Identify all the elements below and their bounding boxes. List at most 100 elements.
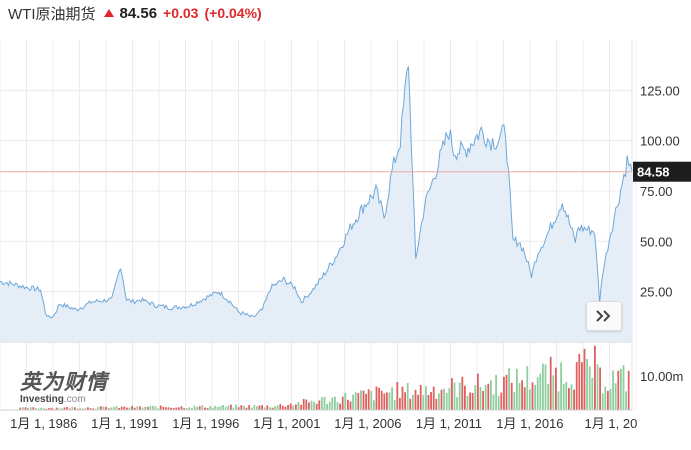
volume-bar <box>542 363 544 410</box>
volume-bar <box>53 408 55 410</box>
volume-bar <box>170 407 172 410</box>
volume-bar <box>284 406 287 410</box>
volume-bar <box>401 386 404 410</box>
volume-bar <box>544 364 547 410</box>
price-change: +0.03 <box>163 5 199 21</box>
volume-bar <box>482 391 484 410</box>
volume-bar <box>516 368 518 410</box>
volume-bar <box>427 395 430 410</box>
volume-bar <box>149 406 152 410</box>
volume-bar <box>461 376 464 410</box>
volume-bar <box>388 392 391 410</box>
volume-bar <box>326 403 328 410</box>
volume-bar <box>178 407 180 410</box>
volume-bar <box>152 406 154 410</box>
volume-bar <box>289 403 292 410</box>
volume-bar <box>583 348 586 410</box>
volume-bar <box>126 407 128 410</box>
volume-bar <box>237 407 240 410</box>
volume-bar <box>568 387 570 410</box>
volume-bar <box>344 392 347 410</box>
volume-bar <box>445 392 448 410</box>
volume-bar <box>214 405 217 410</box>
volume-bar <box>518 383 521 410</box>
volume-bar <box>409 398 412 410</box>
volume-bar <box>209 406 211 410</box>
volume-bar <box>573 389 575 410</box>
volume-bar <box>339 403 341 410</box>
volume-bar <box>596 364 599 410</box>
volume-bar <box>451 378 453 410</box>
volume-bar <box>627 370 630 410</box>
price-line <box>0 66 633 319</box>
volume-bar <box>375 386 378 410</box>
volume-bar <box>396 382 399 410</box>
volume-bar <box>487 383 490 410</box>
volume-bar <box>328 401 331 410</box>
volume-bar <box>614 383 617 410</box>
volume-bar <box>131 405 133 410</box>
volume-bar <box>217 407 219 410</box>
y-tick-label: 125.00 <box>640 83 680 98</box>
volume-bar <box>66 407 68 410</box>
scroll-right-button[interactable] <box>586 301 622 331</box>
volume-bar <box>526 366 529 410</box>
volume-bar <box>263 407 266 410</box>
volume-bar <box>357 393 360 410</box>
x-tick-label: 1月 1, 2006 <box>334 416 401 431</box>
x-tick-label: 1月 1, 20 <box>585 416 638 431</box>
volume-bar <box>430 392 432 410</box>
volume-bar <box>282 406 284 410</box>
quote-header: WTI原油期货 84.56 +0.03 (+0.04%) <box>8 2 262 24</box>
volume-bar <box>601 393 604 410</box>
volume-bar <box>432 386 435 410</box>
volume-bar <box>79 408 81 410</box>
volume-bar <box>61 408 63 410</box>
volume-bar <box>495 374 497 410</box>
volume-bar <box>622 365 625 410</box>
volume-bar <box>466 395 469 410</box>
volume-bar <box>443 388 445 410</box>
volume-bar <box>302 398 305 410</box>
volume-bar <box>412 395 414 410</box>
volume-bar <box>191 408 193 410</box>
volume-bar <box>81 408 84 410</box>
volume-bar <box>560 362 562 410</box>
x-tick-label: 1月 1, 2001 <box>253 416 320 431</box>
volume-bar <box>248 405 250 410</box>
volume-bar <box>24 407 27 410</box>
volume-bar <box>37 408 40 410</box>
volume-bar <box>305 399 308 410</box>
volume-bar <box>581 362 583 410</box>
volume-bar <box>529 389 531 410</box>
watermark-en: Investing.com <box>20 394 86 405</box>
volume-bar <box>354 392 357 410</box>
volume-bar <box>232 407 235 410</box>
volume-bar <box>100 406 102 410</box>
volume-bar <box>458 382 461 410</box>
volume-bar <box>378 387 380 410</box>
volume-bar <box>276 405 279 410</box>
volume-bar <box>198 406 201 410</box>
volume-bar <box>612 370 614 410</box>
volume-bar <box>133 407 136 410</box>
y-tick-label: 50.00 <box>640 234 673 249</box>
last-value-label: 84.58 <box>637 165 670 180</box>
volume-bar <box>84 408 87 410</box>
volume-bar <box>105 406 107 410</box>
volume-bar <box>94 408 97 410</box>
x-tick-label: 1月 1, 1991 <box>91 416 158 431</box>
volume-bar <box>123 406 126 410</box>
volume-bar <box>323 396 326 410</box>
volume-bar <box>500 392 503 410</box>
volume-bar <box>477 373 479 410</box>
volume-bar <box>510 382 513 410</box>
volume-bar <box>417 394 419 410</box>
volume-bar <box>419 385 422 410</box>
volume-bar <box>274 406 276 410</box>
y-tick-label: 25.00 <box>640 285 673 300</box>
volume-bar <box>89 408 92 410</box>
volume-bar <box>271 407 274 410</box>
volume-bar <box>35 408 37 410</box>
